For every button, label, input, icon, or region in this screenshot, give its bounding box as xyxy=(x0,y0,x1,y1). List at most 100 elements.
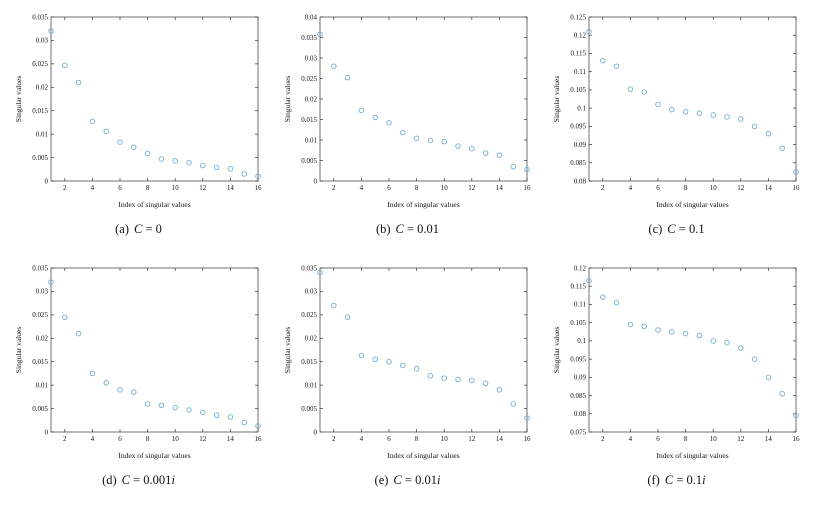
x-tick-label: 4 xyxy=(359,184,363,192)
x-tick-label: 14 xyxy=(764,435,772,443)
y-tick-label: 0.015 xyxy=(32,358,48,366)
scatter-point xyxy=(358,352,364,359)
caption-tag: (f) xyxy=(647,473,660,487)
y-tick-label: 0.01 xyxy=(35,381,48,389)
x-tick-label: 2 xyxy=(63,184,67,192)
scatter-point xyxy=(358,107,364,114)
scatter-point xyxy=(199,409,206,416)
y-tick-label: 0.12 xyxy=(573,264,586,272)
subplot-e: 2 4 6 8 10 12 14 16 0 0.005 0.01 0.015 0.02 0.025 0.03… xyxy=(273,261,542,488)
scatter-point xyxy=(130,144,137,151)
scatter-point xyxy=(371,114,378,121)
y-tick-label: 0.005 xyxy=(301,405,317,413)
scatter-point xyxy=(427,373,433,379)
caption-equation: = 0.001 xyxy=(130,473,172,487)
scatter-point xyxy=(523,415,530,421)
scatter-point xyxy=(709,112,716,118)
y-tick-label: 0.115 xyxy=(570,283,586,291)
y-tick-label: 0.02 xyxy=(35,84,48,92)
scatter-point xyxy=(75,79,81,86)
scatter-point xyxy=(585,278,592,284)
axis-box xyxy=(50,267,258,433)
scatter-point xyxy=(496,152,502,158)
scatter-point xyxy=(116,139,123,145)
scatter-point xyxy=(185,159,192,166)
caption-equation: = 0.01 xyxy=(403,222,440,236)
x-tick-label: 12 xyxy=(468,435,476,443)
caption-equation: = 0.01 xyxy=(401,473,437,487)
x-tick-label: 2 xyxy=(332,184,336,192)
scatter-point xyxy=(523,166,530,173)
scatter-point xyxy=(627,86,633,92)
scatter-point xyxy=(709,338,716,344)
scatter-point xyxy=(765,374,771,381)
scatter-point xyxy=(696,332,702,339)
y-tick-label: 0.005 xyxy=(32,405,48,413)
y-tick-label: 0.005 xyxy=(301,157,317,165)
x-tick-label: 10 xyxy=(440,435,448,443)
scatter-point xyxy=(778,145,785,151)
scatter-point xyxy=(737,345,744,351)
caption-equation: = 0.1 xyxy=(675,222,705,236)
scatter-point xyxy=(385,120,392,126)
scatter-point xyxy=(413,135,419,142)
y-tick-label: 0.09 xyxy=(573,141,586,149)
caption-variable: C xyxy=(393,473,402,487)
scatter-point xyxy=(640,89,647,95)
caption-tag: (a) xyxy=(115,222,129,236)
x-tick-label: 6 xyxy=(656,184,660,192)
scatter-point xyxy=(454,376,461,383)
scatter-point xyxy=(778,390,785,397)
scatter-point xyxy=(682,330,688,337)
scatter-point xyxy=(144,150,150,157)
scatter-point xyxy=(599,294,606,300)
x-tick-label: 12 xyxy=(199,435,207,443)
subplot-c: 2 4 6 8 10 12 14 16 0.08 0.085 0.09 0.095 0.1 0.105 0.… xyxy=(542,10,811,237)
scatter-point xyxy=(254,173,261,180)
caption-tag: (d) xyxy=(102,473,117,487)
scatter-point xyxy=(509,401,516,407)
axis-box xyxy=(50,16,258,182)
x-tick-label: 6 xyxy=(118,184,122,192)
scatter-point xyxy=(737,116,744,122)
caption-imaginary-unit: i xyxy=(436,473,441,487)
subplot-caption-c: (c) C = 0.1 xyxy=(648,222,704,237)
y-tick-label: 0.03 xyxy=(304,288,317,296)
scatter-point xyxy=(723,114,730,120)
subplot-caption-b: (b) C = 0.01 xyxy=(376,222,439,237)
x-tick-label: 12 xyxy=(737,435,745,443)
scatter-point xyxy=(330,63,337,69)
figure-grid: 2 4 6 8 10 12 14 16 0 0.005 0.01 0.015 0.02 0.025 0.03… xyxy=(14,10,811,488)
scatter-point xyxy=(496,387,502,393)
y-axis-label: Singular values xyxy=(552,327,561,374)
x-tick-label: 4 xyxy=(628,435,632,443)
x-axis-label: Index of singular values xyxy=(387,451,459,460)
subplot-caption-a: (a) C = 0 xyxy=(115,222,162,237)
scatter-point xyxy=(116,387,123,393)
y-tick-label: 0.005 xyxy=(32,154,48,162)
x-tick-label: 8 xyxy=(414,435,418,443)
scatter-point xyxy=(454,143,461,149)
scatter-point xyxy=(482,150,488,156)
y-tick-label: 0 xyxy=(313,428,317,436)
x-tick-label: 16 xyxy=(792,184,800,192)
caption-equation: = 0 xyxy=(142,222,162,236)
scatter-point xyxy=(640,323,647,330)
scatter-point xyxy=(751,123,757,130)
y-tick-label: 0.085 xyxy=(570,392,586,400)
scatter-point xyxy=(144,401,150,407)
scatter-point xyxy=(385,358,392,365)
scatter-point xyxy=(89,118,95,125)
y-tick-label: 0.01 xyxy=(35,130,48,138)
axis-box xyxy=(319,16,527,182)
scatter-point xyxy=(171,404,178,411)
scatter-point xyxy=(792,412,799,419)
scatter-point xyxy=(468,377,475,384)
y-tick-label: 0.03 xyxy=(304,54,317,62)
scatter-point xyxy=(751,356,757,362)
scatter-point xyxy=(344,314,350,320)
scatter-point xyxy=(765,130,771,137)
scatter-point xyxy=(585,28,592,35)
x-tick-label: 10 xyxy=(171,435,179,443)
caption-tag: (b) xyxy=(375,222,391,236)
